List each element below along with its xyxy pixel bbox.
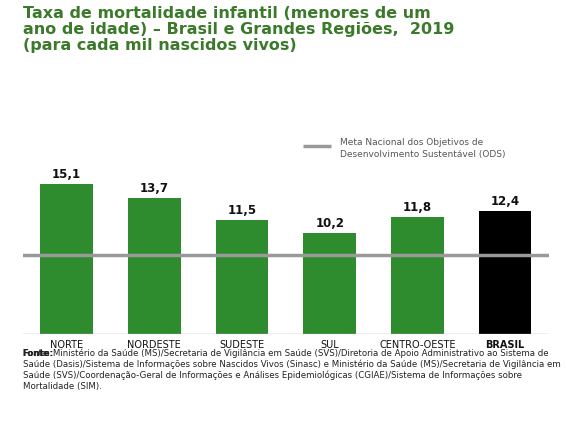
Bar bbox=[128, 198, 181, 334]
Text: Fonte:: Fonte: bbox=[23, 349, 54, 358]
Text: ano de idade) – Brasil e Grandes Regiões,  2019: ano de idade) – Brasil e Grandes Regiões… bbox=[23, 22, 454, 37]
Text: NORTE: NORTE bbox=[50, 340, 83, 350]
Text: BRASIL: BRASIL bbox=[486, 340, 525, 350]
Text: Desenvolvimento Sustentável (ODS): Desenvolvimento Sustentável (ODS) bbox=[340, 150, 505, 159]
Bar bbox=[40, 184, 93, 334]
Bar bbox=[303, 233, 356, 334]
Text: SUL: SUL bbox=[320, 340, 339, 350]
Text: Meta Nacional dos Objetivos de: Meta Nacional dos Objetivos de bbox=[340, 138, 483, 147]
Text: 11,8: 11,8 bbox=[403, 201, 432, 214]
Text: 13,7: 13,7 bbox=[140, 182, 169, 195]
Text: SUDESTE: SUDESTE bbox=[220, 340, 264, 350]
Text: Fonte: Ministério da Saúde (MS)/Secretaria de Vigilância em Saúde (SVS)/Diretori: Fonte: Ministério da Saúde (MS)/Secretar… bbox=[23, 349, 560, 391]
Text: NORDESTE: NORDESTE bbox=[127, 340, 181, 350]
Text: (para cada mil nascidos vivos): (para cada mil nascidos vivos) bbox=[23, 38, 296, 52]
Bar bbox=[479, 211, 531, 334]
Text: 10,2: 10,2 bbox=[315, 217, 344, 230]
Text: Fonte:: Fonte: bbox=[23, 349, 54, 358]
Text: 11,5: 11,5 bbox=[228, 204, 256, 217]
Text: 12,4: 12,4 bbox=[491, 195, 520, 208]
Bar bbox=[216, 220, 268, 334]
Bar bbox=[391, 217, 444, 334]
Text: Taxa de mortalidade infantil (menores de um: Taxa de mortalidade infantil (menores de… bbox=[23, 6, 430, 21]
Text: CENTRO-OESTE: CENTRO-OESTE bbox=[379, 340, 456, 350]
Text: 15,1: 15,1 bbox=[52, 168, 81, 181]
